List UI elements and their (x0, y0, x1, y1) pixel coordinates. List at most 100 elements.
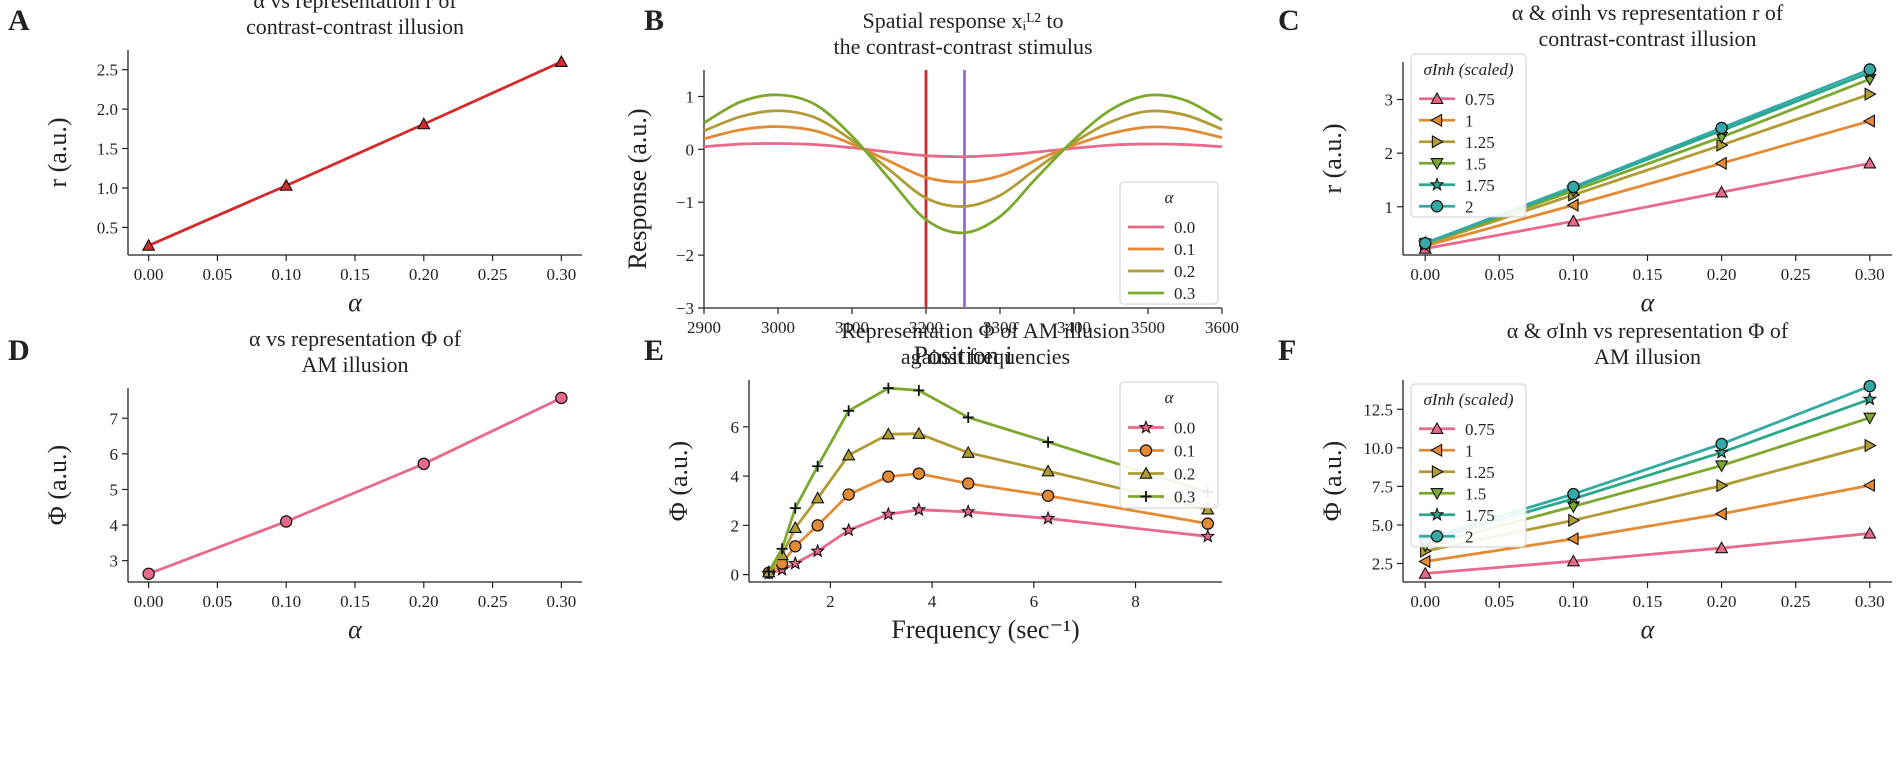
series-b-3 (703, 93, 1223, 235)
data-point (1568, 513, 1581, 528)
legend-box (1410, 383, 1527, 548)
series-line (1424, 92, 1871, 246)
x-tick-label: 3500 (1131, 318, 1165, 337)
legend-label: 1.5 (1465, 484, 1486, 503)
series-e-0 (761, 502, 1216, 580)
x-tick-label: 0.15 (1633, 592, 1663, 611)
data-point (1862, 114, 1875, 128)
chart-title-line: contrast-contrast illusion (1538, 26, 1756, 51)
x-tick-label: 0.05 (203, 265, 233, 284)
x-tick-label: 0.30 (546, 265, 576, 284)
legend-marker (1429, 506, 1445, 522)
data-point (1042, 436, 1054, 448)
x-tick-label: 0.10 (1559, 265, 1589, 284)
data-point (1863, 379, 1876, 393)
data-point (810, 543, 826, 558)
data-point (1715, 437, 1728, 451)
data-point (280, 515, 293, 528)
y-tick-label: 3 (1385, 91, 1394, 110)
x-tick-label: 4 (928, 592, 937, 611)
legend-marker (1430, 200, 1444, 213)
x-axis-label: Frequency (sec⁻¹) (891, 615, 1079, 644)
x-tick-label: 0.30 (1855, 592, 1885, 611)
y-tick-label: 2.0 (97, 100, 118, 119)
data-point (1418, 554, 1431, 569)
series-line (768, 472, 1209, 574)
y-tick-label: 1 (686, 87, 695, 106)
series-f-0 (1418, 526, 1877, 579)
legend-label: 1 (1465, 111, 1474, 130)
x-tick-label: 0.05 (1484, 265, 1514, 284)
y-tick-label: 10.0 (1363, 439, 1393, 458)
data-point (142, 567, 155, 581)
data-point (1863, 156, 1877, 169)
y-tick-label: 3 (110, 552, 119, 571)
legend-title: α (1165, 188, 1175, 207)
panel-label: B (644, 4, 664, 37)
data-point (1567, 180, 1580, 194)
legend-title: σInh (scaled) (1423, 60, 1513, 79)
y-axis-label: Φ (a.u.) (43, 445, 72, 525)
x-tick-label: 0.00 (1410, 592, 1440, 611)
panel-e: E Representation Φ of AM illusionagainst … (644, 318, 1222, 644)
legend-label: 0.1 (1174, 442, 1195, 461)
legend: σInh (scaled) 0.75 1 1.25 1.5 1.75 2 (1410, 383, 1527, 548)
series-b-0 (703, 142, 1223, 159)
x-axis-label: α (1641, 615, 1656, 644)
data-point (962, 411, 974, 423)
data-point (1863, 412, 1877, 425)
x-tick-label: 3400 (1057, 318, 1091, 337)
x-tick-label: 0.15 (340, 592, 370, 611)
series-a-0 (141, 54, 569, 251)
legend-label: 2 (1465, 527, 1474, 546)
x-tick-label: 0.30 (1855, 265, 1885, 284)
data-point (789, 502, 801, 514)
y-axis-label: r (a.u.) (1318, 123, 1347, 193)
legend-marker (1430, 488, 1444, 501)
series-line (1425, 532, 1870, 575)
y-tick-label: 2.5 (1372, 554, 1393, 573)
data-point (880, 506, 896, 521)
data-point (1200, 528, 1216, 543)
y-tick-label: 2 (1385, 144, 1394, 163)
data-point (1714, 444, 1729, 459)
data-point (1201, 517, 1214, 530)
y-tick-label: 7.5 (1372, 477, 1393, 496)
legend: σInh (scaled) 0.75 1 1.25 1.5 1.75 2 (1410, 53, 1527, 218)
series-line (767, 386, 1209, 573)
panel-label: C (1278, 4, 1300, 37)
x-tick-label: 3600 (1205, 318, 1239, 337)
data-point (1864, 87, 1877, 101)
y-tick-label: 7 (110, 409, 119, 428)
series-line (703, 142, 1223, 159)
x-tick-label: 2900 (687, 318, 721, 337)
y-axis-label: Response (a.u.) (623, 108, 652, 269)
legend-label: 0.3 (1174, 284, 1195, 303)
x-tick-label: 0.05 (203, 592, 233, 611)
series-line (148, 60, 562, 247)
legend-marker (1138, 419, 1154, 434)
data-point (1419, 237, 1432, 250)
x-tick-label: 3200 (909, 318, 943, 337)
legend-label: 1.25 (1465, 133, 1495, 152)
data-point (787, 555, 803, 570)
series-b-1 (703, 125, 1223, 184)
legend: α 0.0 0.1 0.2 0.3 (1119, 381, 1219, 509)
x-tick-label: 0.00 (134, 265, 164, 284)
data-point (843, 405, 855, 417)
x-tick-label: 0.10 (271, 592, 301, 611)
legend-marker (1431, 135, 1444, 149)
data-point (1041, 489, 1055, 502)
x-tick-label: 0.00 (134, 592, 164, 611)
data-point (811, 519, 824, 532)
y-tick-label: 2.5 (97, 61, 118, 80)
series-line (1424, 161, 1871, 250)
series-line (768, 508, 1208, 575)
legend-box (1410, 53, 1527, 218)
data-point (555, 391, 568, 405)
legend-title: α (1165, 388, 1175, 407)
x-tick-label: 0.20 (1707, 592, 1737, 611)
legend-label: 1.25 (1465, 463, 1495, 482)
